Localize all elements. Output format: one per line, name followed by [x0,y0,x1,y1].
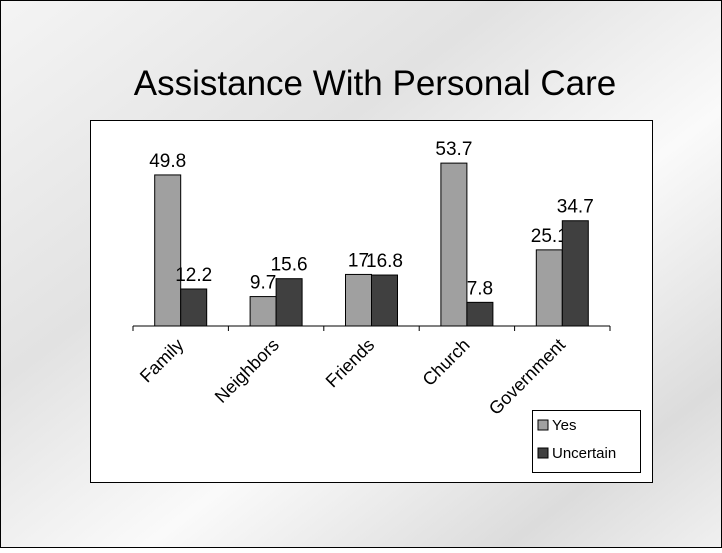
legend-swatch [537,447,549,459]
legend-label: Yes [552,417,576,434]
data-label: 17 [348,250,369,271]
legend-label: Uncertain [552,445,616,462]
chart-title: Assistance With Personal Care [134,64,616,103]
legend-swatch [537,419,549,431]
bar [275,278,303,327]
data-label: 25.1 [531,226,568,247]
bar [180,288,208,327]
bar [154,174,182,327]
data-label: 9.7 [250,273,276,294]
data-label: 7.8 [467,278,493,299]
bar [249,296,277,327]
bar [371,274,398,327]
bar [345,273,372,327]
bar [466,301,494,327]
bar [535,249,563,327]
data-label: 15.6 [271,255,308,276]
data-label: 49.8 [149,151,186,172]
data-label: 34.7 [557,197,594,218]
bar [440,162,468,327]
bar [561,220,589,327]
legend-box [532,410,641,473]
data-label: 16.8 [366,251,403,272]
data-label: 12.2 [175,265,212,286]
data-label: 53.7 [435,139,472,160]
